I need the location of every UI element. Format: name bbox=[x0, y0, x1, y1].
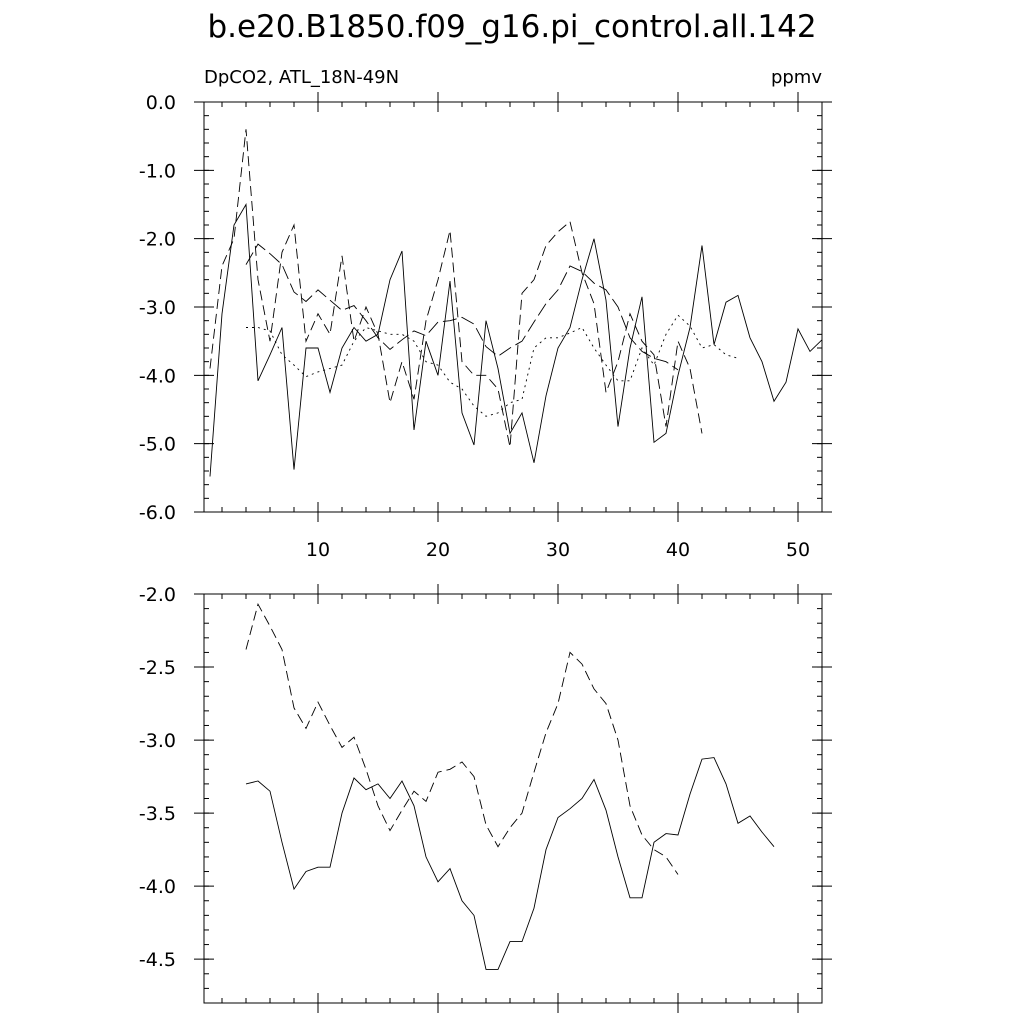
top-panel: 0.0 -1.0 -2.0 -3.0 -4.0 -5.0 -6.0 10 20 30 40 50 bbox=[139, 92, 832, 561]
y-tick-label: -4.0 bbox=[139, 876, 176, 898]
series-line-dash-long bbox=[245, 243, 679, 371]
x-tick-label: 40 bbox=[666, 539, 690, 561]
series-line-solid bbox=[209, 203, 823, 477]
y-tick-label: -3.5 bbox=[139, 803, 176, 825]
series-line-dash bbox=[245, 602, 679, 875]
y-tick-label: -1.0 bbox=[139, 160, 176, 182]
series-line-dash bbox=[209, 129, 703, 448]
y-tick-label: -2.0 bbox=[139, 229, 176, 251]
y-tick-label: -3.0 bbox=[139, 297, 176, 319]
y-tick-label: -2.0 bbox=[139, 584, 176, 606]
y-tick-label: 0.0 bbox=[146, 92, 176, 114]
y-tick-label: -2.5 bbox=[139, 657, 176, 679]
x-tick-label: 10 bbox=[306, 539, 330, 561]
plot-frame bbox=[203, 101, 823, 513]
figure-title: b.e20.B1850.f09_g16.pi_control.all.142 bbox=[207, 9, 816, 45]
x-tick-label: 20 bbox=[426, 539, 450, 561]
variable-region-label: DpCO2, ATL_18N-49N bbox=[204, 67, 399, 88]
units-label: ppmv bbox=[771, 67, 822, 88]
y-tick-label: -6.0 bbox=[139, 502, 176, 524]
bottom-panel: -2.0 -2.5 -3.0 -3.5 -4.0 -4.5 bbox=[139, 584, 832, 1013]
y-tick-label: -4.0 bbox=[139, 365, 176, 387]
series-line-solid bbox=[245, 757, 775, 970]
y-tick-label: -4.5 bbox=[139, 949, 176, 971]
y-tick-label: -5.0 bbox=[139, 434, 176, 456]
x-tick-label: 50 bbox=[786, 539, 810, 561]
y-tick-label: -3.0 bbox=[139, 730, 176, 752]
series-line-dot bbox=[246, 314, 739, 417]
x-tick-label: 30 bbox=[546, 539, 570, 561]
